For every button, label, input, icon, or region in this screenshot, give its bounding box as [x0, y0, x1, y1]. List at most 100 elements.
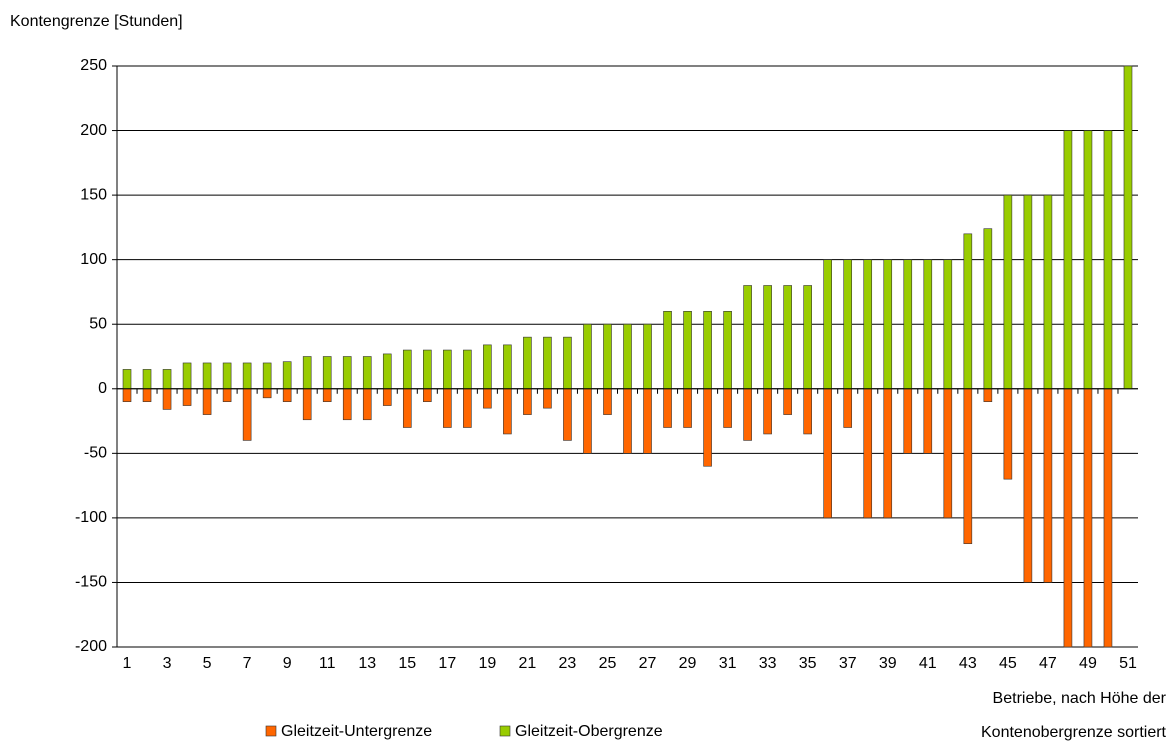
- bar: [783, 285, 792, 390]
- y-tick-label: 100: [80, 251, 107, 268]
- bar: [122, 388, 132, 402]
- bar: [1083, 388, 1093, 648]
- x-axis-title: Kontenobergrenze sortiert: [981, 724, 1167, 741]
- legend-swatch: [265, 725, 277, 737]
- bar: [543, 388, 552, 409]
- bar: [583, 388, 592, 454]
- bar: [823, 388, 832, 519]
- bar: [783, 388, 792, 415]
- x-tick-label: 29: [679, 655, 697, 672]
- x-tick-label: 17: [438, 655, 456, 672]
- bar: [483, 388, 492, 409]
- bar: [1043, 388, 1053, 583]
- legend-swatch: [499, 725, 511, 737]
- x-tick-label: 1: [123, 655, 132, 672]
- bar: [202, 388, 212, 415]
- legend-label: Gleitzeit-Untergrenze: [281, 723, 432, 740]
- x-tick-label: 19: [478, 655, 496, 672]
- bar: [843, 259, 853, 390]
- bar: [603, 388, 612, 415]
- x-tick-label: 35: [799, 655, 817, 672]
- bar: [302, 356, 312, 390]
- bar: [483, 344, 492, 390]
- legend-label: Gleitzeit-Obergrenze: [515, 723, 663, 740]
- x-tick-label: 37: [839, 655, 857, 672]
- bar: [162, 369, 172, 390]
- bar: [643, 323, 652, 390]
- bar: [1063, 388, 1073, 648]
- bar: [1043, 194, 1053, 390]
- x-tick-label: 21: [519, 655, 537, 672]
- y-tick-label: 50: [89, 315, 107, 332]
- bar: [242, 362, 252, 390]
- bar: [202, 362, 212, 390]
- bar: [342, 356, 352, 390]
- bar: [142, 369, 152, 390]
- bar: [743, 285, 752, 390]
- bar: [523, 388, 532, 415]
- x-tick-label: 25: [599, 655, 617, 672]
- bar: [683, 311, 692, 390]
- bar: [803, 388, 812, 435]
- bar: [423, 349, 432, 390]
- x-tick-label: 41: [919, 655, 937, 672]
- bar: [1103, 388, 1113, 648]
- bar: [803, 285, 812, 390]
- x-tick-label: 49: [1079, 655, 1097, 672]
- bar: [162, 388, 172, 410]
- bar: [182, 362, 192, 390]
- bar: [823, 259, 832, 390]
- bar: [282, 388, 292, 402]
- bar: [382, 388, 392, 406]
- x-tick-label: 5: [203, 655, 212, 672]
- y-tick-label: 150: [80, 186, 107, 203]
- bar: [603, 323, 612, 390]
- bar: [743, 388, 752, 441]
- bar: [683, 388, 692, 428]
- bar: [302, 388, 312, 421]
- y-tick-label: -100: [75, 509, 107, 526]
- bar: [983, 388, 993, 402]
- x-tick-label: 31: [719, 655, 737, 672]
- bar: [663, 311, 672, 390]
- bar: [623, 388, 632, 454]
- bar: [903, 259, 913, 390]
- bar: [222, 362, 232, 390]
- bar: [1083, 130, 1093, 390]
- bar: [1103, 130, 1113, 390]
- bar: [523, 336, 532, 390]
- bar: [262, 362, 272, 390]
- bar: [563, 388, 572, 441]
- bar: [362, 388, 372, 421]
- bar: [242, 388, 252, 441]
- bar: [222, 388, 232, 402]
- bar: [1003, 194, 1013, 390]
- x-tick-label: 47: [1039, 655, 1057, 672]
- bar: [943, 388, 953, 519]
- bar: [703, 311, 712, 390]
- bar: [182, 388, 192, 406]
- bar: [763, 285, 772, 390]
- bar: [463, 349, 472, 390]
- bar: [643, 388, 652, 454]
- bar: [382, 353, 392, 390]
- bar: [142, 388, 152, 402]
- bar: [503, 344, 512, 390]
- bar: [723, 311, 732, 390]
- y-tick-label: -150: [75, 574, 107, 591]
- bar: [402, 349, 412, 390]
- y-tick-label: 200: [80, 122, 107, 139]
- bar: [402, 388, 412, 428]
- bar: [883, 388, 893, 519]
- bar: [983, 228, 993, 390]
- x-tick-label: 11: [319, 655, 336, 672]
- bar: [923, 388, 933, 454]
- x-tick-label: 13: [358, 655, 376, 672]
- x-tick-label: 23: [559, 655, 577, 672]
- x-tick-label: 15: [398, 655, 416, 672]
- bar: [623, 323, 632, 390]
- bar: [883, 259, 893, 390]
- bar: [963, 233, 973, 390]
- bar: [723, 388, 732, 428]
